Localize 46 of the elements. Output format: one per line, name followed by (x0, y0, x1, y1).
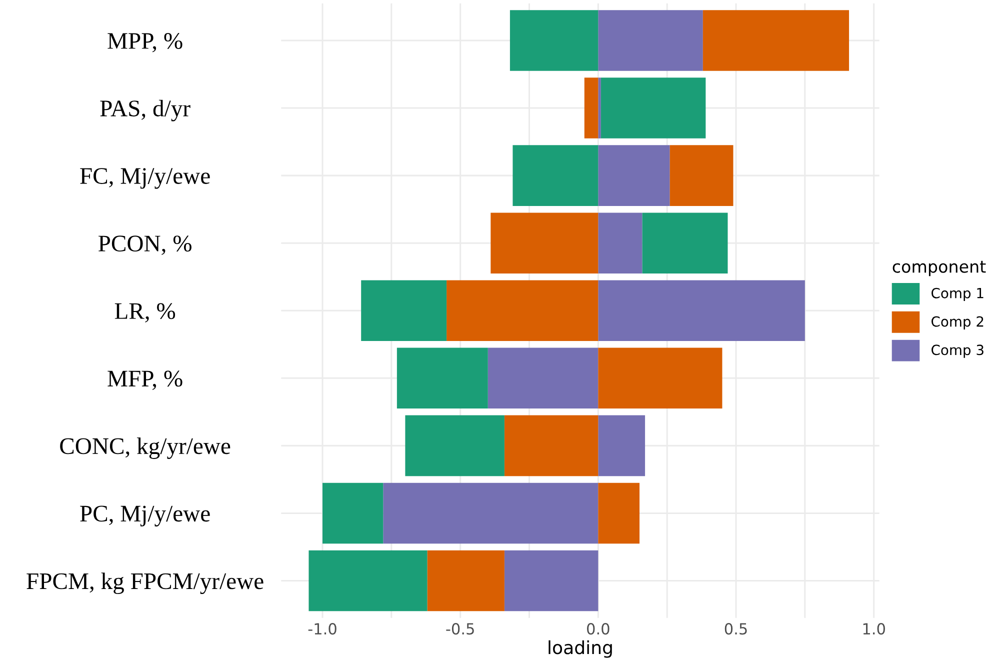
x-tick-label: 0.0 (587, 623, 610, 635)
y-tick-label: MFP, % (108, 370, 182, 390)
bar (490, 212, 598, 274)
x-tick-label: -1.0 (308, 623, 336, 635)
bar (598, 482, 640, 544)
bar (598, 280, 805, 342)
y-tick-label: FPCM, kg FPCM/yr/ewe (26, 572, 264, 594)
bar (504, 550, 598, 612)
bar (598, 212, 642, 274)
y-tick-label: CONC, kg/yr/ewe (60, 437, 230, 459)
bar (598, 348, 722, 409)
y-tick-label: FC, Mj/y/ewe (80, 168, 210, 189)
bar (308, 550, 428, 612)
bar (598, 78, 601, 138)
bar (504, 415, 598, 476)
x-tick-label: 1.0 (863, 623, 885, 635)
legend-title: component (892, 260, 986, 276)
y-tick-label: PC, Mj/y/ewe (80, 506, 210, 526)
bar (488, 348, 598, 409)
bar (670, 145, 734, 206)
x-tick-label: 0.5 (724, 623, 747, 635)
bar (598, 415, 646, 476)
bar (598, 145, 670, 206)
legend-label: Comp 3 (932, 344, 984, 358)
x-tick-label: -0.5 (446, 623, 474, 635)
bar (361, 280, 447, 342)
bar (396, 348, 488, 409)
y-tick-label: PCON, % (98, 236, 192, 255)
legend-label: Comp 2 (932, 316, 984, 330)
bar (600, 78, 706, 138)
bar (512, 145, 598, 206)
x-axis-title: loading (548, 640, 612, 658)
bar (702, 10, 850, 71)
bar (405, 415, 504, 476)
bar (427, 550, 504, 612)
y-tick-label: LR, % (114, 303, 176, 322)
y-tick-label: PAS, d/yr (100, 100, 190, 122)
bar (598, 10, 703, 71)
bar (322, 482, 384, 544)
bar (584, 78, 598, 138)
bar (510, 10, 598, 71)
legend-label: Comp 1 (932, 288, 984, 302)
bar (383, 482, 598, 544)
y-tick-label: MPP, % (108, 32, 182, 52)
bar (642, 212, 728, 274)
bar (446, 280, 598, 342)
